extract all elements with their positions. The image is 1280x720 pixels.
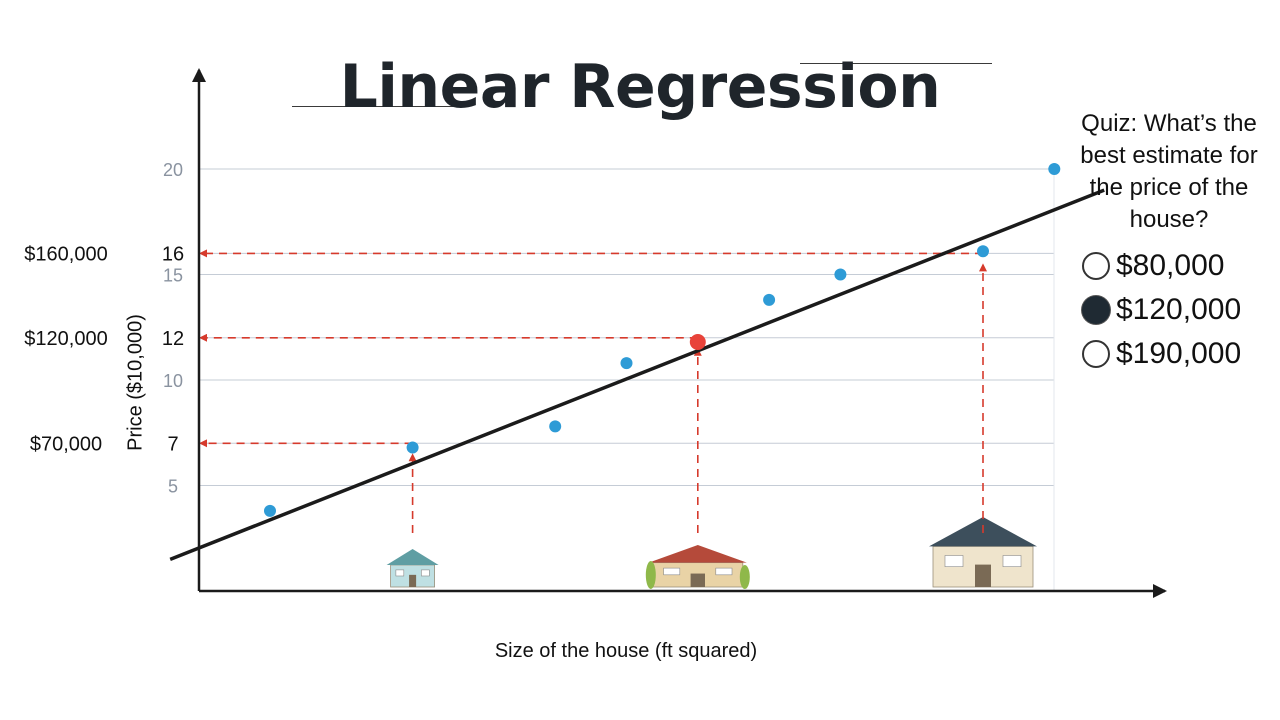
radio-button[interactable]	[1082, 252, 1110, 280]
y-tick-label: 20	[163, 160, 183, 180]
projection-lines	[199, 249, 987, 533]
tree-icon	[645, 561, 656, 589]
data-point	[406, 441, 419, 454]
house-window	[715, 567, 733, 576]
quiz-options: $80,000 $120,000 $190,000	[1082, 244, 1241, 376]
data-point	[264, 504, 276, 517]
house-window	[663, 567, 681, 576]
title-underline-left	[292, 106, 462, 107]
house-door	[409, 574, 417, 587]
y-tick-label: 5	[168, 477, 178, 497]
house-door	[975, 564, 991, 587]
house-window	[421, 569, 430, 577]
slide-title: Linear Regression	[339, 52, 941, 122]
data-point	[763, 293, 776, 306]
x-axis-label: Size of the house (ft squared)	[494, 640, 758, 662]
house-window	[1002, 555, 1022, 567]
quiz-option-1[interactable]: $80,000	[1082, 244, 1241, 288]
quiz-option-2[interactable]: $120,000	[1082, 288, 1241, 332]
house-icons	[386, 517, 1037, 589]
title-overline-right	[800, 63, 992, 64]
highlight-point	[689, 334, 706, 351]
price-label: $120,000	[24, 328, 107, 350]
y-tick-label: 7	[167, 433, 178, 455]
data-point	[620, 357, 633, 370]
data-point	[977, 245, 989, 258]
y-tick-label: 12	[162, 328, 184, 350]
house-roof	[648, 545, 747, 563]
price-label: $160,000	[24, 243, 107, 265]
house-icon	[386, 549, 439, 588]
quiz-question: Quiz: What’s the best estimate for the p…	[1080, 110, 1258, 233]
regression-line	[169, 188, 1105, 561]
y-tick-label: 15	[163, 266, 183, 286]
house-door	[690, 573, 705, 587]
axes	[192, 68, 1167, 598]
data-point	[549, 420, 562, 433]
radio-button[interactable]	[1082, 340, 1110, 368]
y-axis-label: Price ($10,000)	[124, 314, 147, 451]
regression-line-group	[169, 188, 1105, 561]
quiz-option-3[interactable]: $190,000	[1082, 332, 1241, 376]
option-label: $190,000	[1116, 337, 1242, 370]
option-label: $120,000	[1116, 293, 1242, 326]
house-window	[944, 555, 964, 567]
radio-button[interactable]	[1082, 296, 1110, 324]
y-tick-label: 10	[163, 371, 183, 391]
house-icon	[645, 545, 750, 589]
option-label: $80,000	[1116, 249, 1225, 282]
price-label: $70,000	[30, 433, 102, 455]
y-tick-label: 16	[162, 243, 184, 265]
data-point	[834, 268, 847, 281]
house-window	[395, 569, 405, 577]
data-points	[264, 163, 1061, 517]
tree-icon	[739, 565, 750, 589]
house-roof	[386, 549, 439, 565]
data-point	[1048, 163, 1061, 175]
